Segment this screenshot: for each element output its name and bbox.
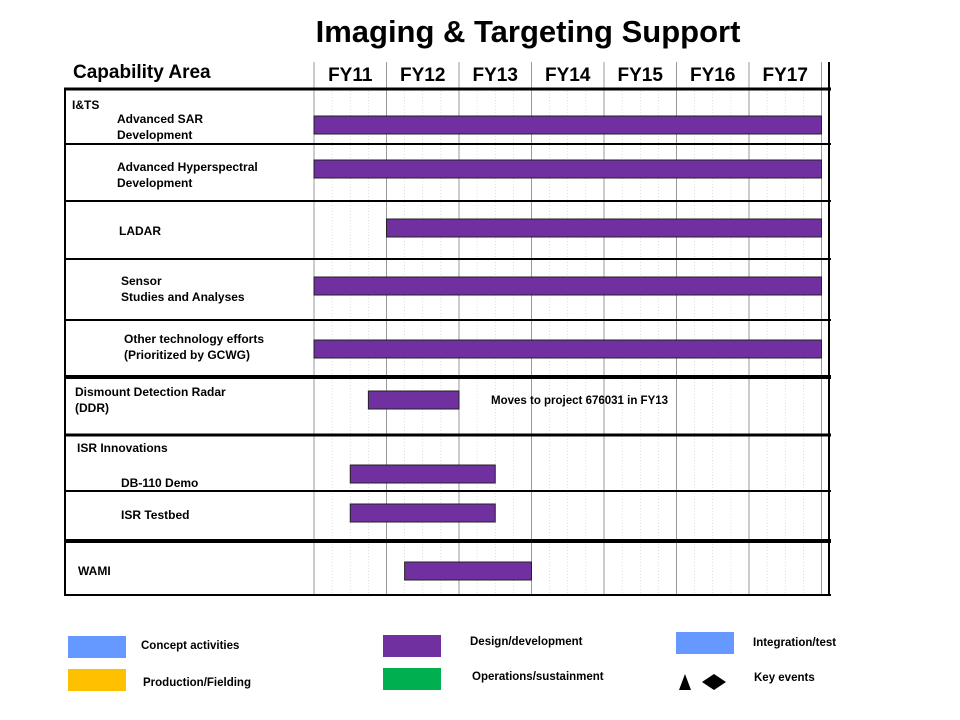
chart-title: Imaging & Targeting Support [315, 14, 741, 49]
ddr-annotation: Moves to project 676031 in FY13 [491, 395, 669, 407]
row-label-sensor-line2: Studies and Analyses [121, 290, 245, 304]
row-label-isr-innovations: ISR Innovations [77, 441, 168, 455]
legend-label-concept: Concept activities [141, 640, 240, 652]
legend-swatch-design [383, 635, 441, 657]
gantt-bar [313, 115, 822, 135]
triangle-icon [679, 674, 691, 690]
gantt-bar [313, 339, 822, 359]
year-label: FY11 [328, 65, 373, 86]
legend-swatch-production [68, 669, 126, 691]
legend-swatch-integration [676, 632, 734, 654]
row-label-its: I&TS [72, 98, 100, 112]
gantt-bar [313, 276, 822, 296]
row-label-ddr-line1: Dismount Detection Radar [75, 385, 226, 399]
row-label-ladar: LADAR [119, 224, 161, 238]
legend-label-integration: Integration/test [753, 637, 837, 649]
row-label-hyperspectral-line1: Advanced Hyperspectral [117, 160, 258, 174]
gantt-bar [367, 390, 460, 410]
diamond-icon [702, 674, 726, 690]
year-label: FY13 [473, 65, 518, 86]
legend-swatch-concept [68, 636, 126, 658]
legend-key-events-symbols [679, 674, 726, 690]
legend-label-operations: Operations/sustainment [472, 671, 604, 683]
row-label-sar-line2: Development [117, 128, 193, 142]
row-label-isr-testbed: ISR Testbed [121, 508, 190, 522]
row-label-wami: WAMI [78, 564, 111, 578]
row-label-ddr-line2: (DDR) [75, 401, 109, 415]
gantt-bar [313, 159, 822, 179]
year-label: FY15 [618, 65, 664, 86]
legend-label-design: Design/development [470, 636, 583, 648]
year-label: FY16 [690, 65, 735, 86]
capability-area-header: Capability Area [73, 62, 211, 83]
row-label-hyperspectral-line2: Development [117, 176, 193, 190]
row-label-other-line2: (Prioritized by GCWG) [124, 348, 250, 362]
row-label-sar-line1: Advanced SAR [117, 112, 204, 126]
row-label-sensor-line1: Sensor [121, 274, 162, 288]
gantt-bar [404, 561, 532, 581]
gantt-bar [349, 503, 496, 523]
legend-label-production: Production/Fielding [143, 677, 251, 689]
year-label: FY14 [545, 65, 591, 86]
year-label: FY12 [400, 65, 445, 86]
legend-swatch-operations [383, 668, 441, 690]
gantt-bar [349, 464, 496, 484]
row-label-other-line1: Other technology efforts [124, 332, 265, 346]
year-label: FY17 [763, 65, 808, 86]
gantt-bar [386, 218, 822, 238]
row-label-db110: DB-110 Demo [121, 476, 199, 490]
legend-label-key-events: Key events [754, 672, 815, 684]
